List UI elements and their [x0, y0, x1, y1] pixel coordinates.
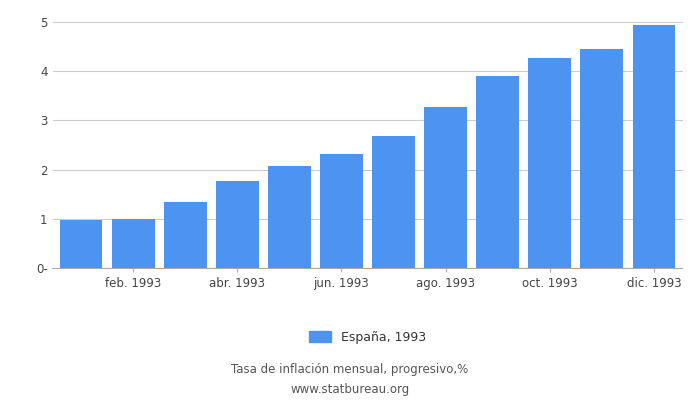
Bar [216, 181, 259, 268]
Bar [372, 136, 415, 268]
Text: Tasa de inflación mensual, progresivo,%: Tasa de inflación mensual, progresivo,% [232, 364, 468, 376]
Bar [476, 76, 519, 268]
Bar [580, 50, 623, 268]
Bar [424, 106, 467, 268]
Bar [320, 154, 363, 268]
Bar [528, 58, 571, 268]
Bar [633, 25, 676, 268]
Legend: España, 1993: España, 1993 [309, 330, 426, 344]
Bar [268, 166, 311, 268]
Bar [60, 220, 102, 268]
Bar [164, 202, 206, 268]
Bar [112, 219, 155, 268]
Text: www.statbureau.org: www.statbureau.org [290, 384, 410, 396]
